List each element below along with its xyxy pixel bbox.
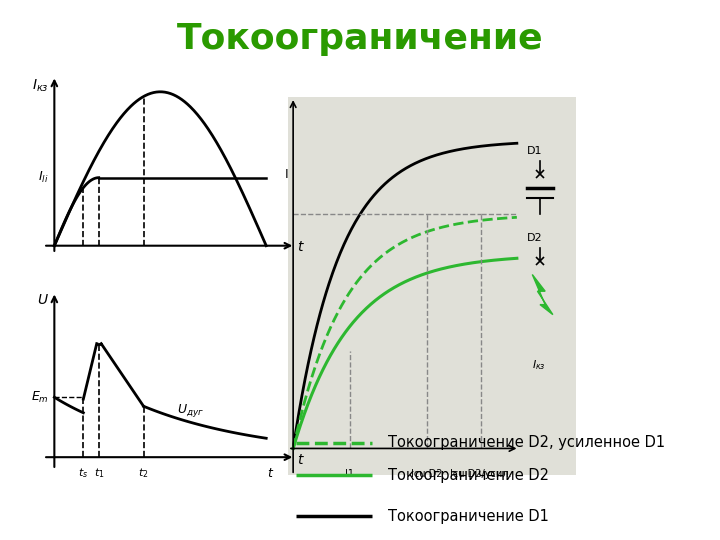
Text: I: I — [284, 167, 288, 181]
Text: $I_{li}$: $I_{li}$ — [38, 170, 49, 185]
Text: $E_m$: $E_m$ — [31, 390, 49, 405]
Text: I1: I1 — [345, 469, 354, 478]
Text: $t$: $t$ — [297, 240, 305, 254]
Text: D2: D2 — [527, 233, 543, 243]
Text: Icu D2: Icu D2 — [411, 469, 443, 478]
Text: Токоограничение D2, усиленное D1: Токоограничение D2, усиленное D1 — [388, 435, 665, 450]
Text: D1: D1 — [527, 146, 543, 156]
Text: $t_1$: $t_1$ — [94, 467, 104, 481]
Text: Токоограничение D1: Токоограничение D1 — [388, 509, 549, 524]
Text: $t$: $t$ — [267, 467, 274, 480]
Text: Icu D2/усил.: Icu D2/усил. — [450, 469, 512, 478]
Polygon shape — [532, 274, 553, 315]
Text: $t$: $t$ — [297, 454, 305, 467]
Text: $t_2$: $t_2$ — [138, 467, 149, 481]
Text: Токоограничение D2: Токоограничение D2 — [388, 468, 549, 483]
Text: $U$: $U$ — [37, 293, 49, 307]
Text: Токоограничение: Токоограничение — [176, 22, 544, 56]
Text: $t_s$: $t_s$ — [78, 467, 89, 481]
Text: $U_{дуг}$: $U_{дуг}$ — [177, 402, 204, 419]
Text: $I_{кз}$: $I_{кз}$ — [532, 358, 546, 372]
Text: $I_{кз}$: $I_{кз}$ — [32, 77, 49, 93]
